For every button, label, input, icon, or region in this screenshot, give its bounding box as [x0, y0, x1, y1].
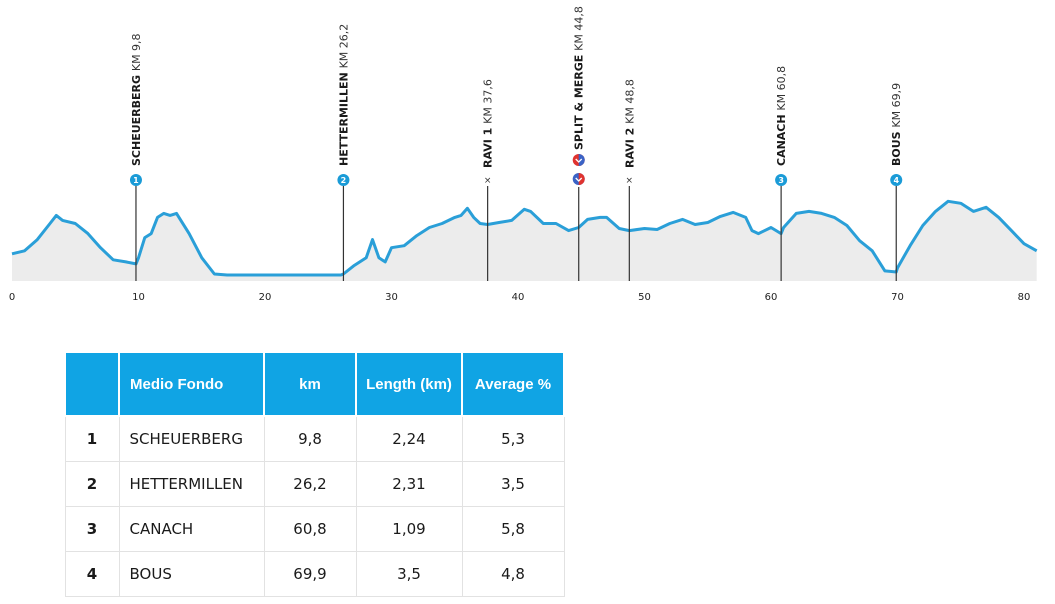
marker-feed: × RAVI 1 KM 37,6 — [482, 79, 495, 281]
marker-label: RAVI 2 KM 48,8 — [623, 79, 636, 168]
climb-number-text: 4 — [893, 176, 899, 185]
marker-km: KM 44,8 — [573, 6, 586, 51]
header-length: Length (km) — [355, 351, 463, 417]
split-arrow-icon — [575, 158, 583, 163]
table-row: 1 SCHEUERBERG 9,8 2,24 5,3 — [64, 415, 565, 462]
x-tick-label: 50 — [638, 292, 651, 303]
header-km: km — [263, 351, 357, 417]
elevation-profile-chart: 1 SCHEUERBERG KM 9,8 2 HETTERMILLEN KM 26,2… — [9, 6, 1038, 303]
row-average: 3,5 — [461, 461, 565, 507]
row-index: 4 — [64, 551, 120, 597]
row-name: SCHEUERBERG — [118, 415, 265, 462]
row-average: 5,3 — [461, 415, 565, 462]
row-km: 69,9 — [263, 551, 357, 597]
marker-climb: 2 HETTERMILLEN KM 26,2 — [337, 24, 350, 281]
header-index — [64, 351, 120, 417]
x-tick-label: 60 — [765, 292, 778, 303]
marker-feed: × RAVI 2 KM 48,8 — [623, 79, 636, 281]
marker-label: CANACH KM 60,8 — [775, 66, 788, 166]
split-arrow-icon — [575, 177, 583, 182]
x-tick-label: 70 — [891, 292, 904, 303]
profile-line — [11, 199, 1038, 277]
climb-number-badge — [775, 174, 788, 186]
marker-label: HETTERMILLEN KM 26,2 — [337, 24, 350, 166]
row-km: 26,2 — [263, 461, 357, 507]
marker-name: SPLIT & MERGE — [573, 51, 586, 150]
climb-number-badge — [337, 174, 350, 186]
x-tick-label: 30 — [385, 292, 398, 303]
climb-table: Medio Fondo km Length (km) Average % 1 S… — [64, 351, 565, 597]
row-length: 3,5 — [355, 551, 463, 597]
feed-zone-icon: × — [626, 176, 634, 186]
x-tick-label: 80 — [1018, 292, 1031, 303]
row-km: 60,8 — [263, 506, 357, 552]
row-name: HETTERMILLEN — [118, 461, 265, 507]
marker-name: SCHEUERBERG — [130, 71, 143, 166]
row-km: 9,8 — [263, 415, 357, 462]
table-row: 4 BOUS 69,9 3,5 4,8 — [64, 551, 565, 597]
marker-name: RAVI 2 — [623, 124, 636, 168]
climb-number-badge — [890, 174, 903, 186]
marker-name: HETTERMILLEN — [337, 68, 350, 166]
marker-km: KM 26,2 — [337, 24, 350, 69]
table-header-row: Medio Fondo km Length (km) Average % — [64, 351, 565, 417]
header-name: Medio Fondo — [118, 351, 265, 417]
row-average: 4,8 — [461, 551, 565, 597]
row-index: 1 — [64, 415, 120, 462]
row-name: CANACH — [118, 506, 265, 552]
marker-label: RAVI 1 KM 37,6 — [482, 79, 495, 168]
marker-climb: 4 BOUS KM 69,9 — [890, 83, 903, 281]
marker-km: KM 69,9 — [890, 83, 903, 128]
row-index: 3 — [64, 506, 120, 552]
marker-km: KM 60,8 — [775, 66, 788, 111]
marker-name: BOUS — [890, 128, 903, 166]
climb-number-text: 2 — [341, 176, 347, 185]
marker-km: KM 37,6 — [482, 79, 495, 124]
row-length: 1,09 — [355, 506, 463, 552]
x-tick-label: 0 — [9, 292, 15, 303]
marker-km: KM 48,8 — [623, 79, 636, 124]
climb-number-text: 1 — [133, 176, 139, 185]
row-length: 2,31 — [355, 461, 463, 507]
x-tick-label: 40 — [512, 292, 525, 303]
table-row: 2 HETTERMILLEN 26,2 2,31 3,5 — [64, 461, 565, 507]
marker-km: KM 9,8 — [130, 33, 143, 71]
marker-climb: 1 SCHEUERBERG KM 9,8 — [129, 33, 143, 281]
marker-label: SPLIT & MERGE KM 44,8 — [573, 6, 586, 150]
x-axis: 0 10 20 30 40 50 60 70 80 — [9, 292, 1031, 303]
split-merge-icon-half — [578, 154, 585, 166]
x-tick-label: 10 — [132, 292, 145, 303]
row-average: 5,8 — [461, 506, 565, 552]
row-length: 2,24 — [355, 415, 463, 462]
marker-name: CANACH — [775, 111, 788, 166]
header-average: Average % — [461, 351, 565, 417]
row-name: BOUS — [118, 551, 265, 597]
marker-climb: 3 CANACH KM 60,8 — [775, 66, 788, 281]
marker-label: SCHEUERBERG KM 9,8 — [130, 33, 143, 166]
climb-number-text: 3 — [778, 176, 784, 185]
climb-number-badge — [129, 174, 142, 186]
row-index: 2 — [64, 461, 120, 507]
marker-layer: 1 SCHEUERBERG KM 9,8 2 HETTERMILLEN KM 26,2… — [129, 6, 903, 281]
marker-split: SPLIT & MERGE KM 44,8 — [572, 6, 586, 281]
split-merge-icon-half — [578, 173, 585, 185]
x-tick-label: 20 — [259, 292, 272, 303]
table-row: 3 CANACH 60,8 1,09 5,8 — [64, 506, 565, 552]
marker-name: RAVI 1 — [482, 124, 495, 168]
marker-label: BOUS KM 69,9 — [890, 83, 903, 166]
feed-zone-icon: × — [484, 176, 492, 186]
